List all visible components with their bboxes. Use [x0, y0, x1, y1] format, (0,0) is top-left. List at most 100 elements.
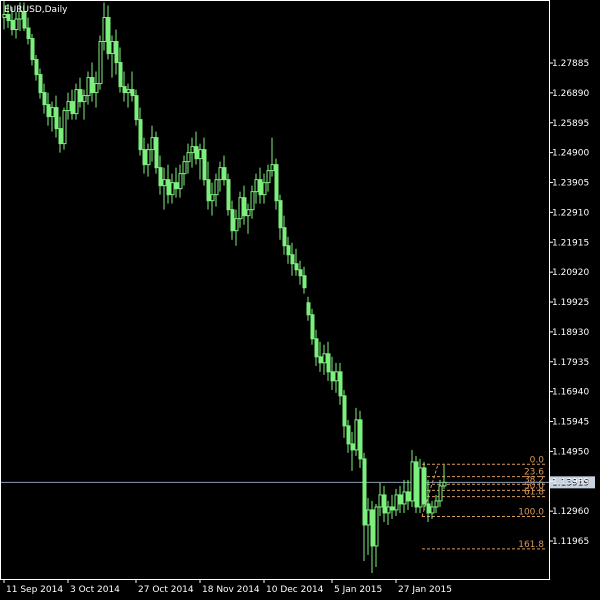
candle-body [346, 425, 351, 445]
candle [370, 500, 375, 573]
candle-body [294, 263, 299, 271]
x-tick-label: 27 Jan 2015 [398, 585, 452, 595]
candle [90, 62, 95, 102]
candle-body [38, 74, 43, 94]
fib-trend-line [421, 464, 439, 517]
candle [110, 35, 115, 78]
candle-body [394, 494, 399, 511]
candle [258, 167, 263, 204]
candle [58, 116, 63, 153]
candle-body [118, 62, 123, 88]
candle-body [54, 107, 59, 130]
candle-body [154, 137, 159, 169]
fib-level-label: 0.0 [530, 455, 545, 465]
candle-body [122, 86, 127, 94]
fib-level-label: 161.8 [518, 540, 544, 550]
candle-body [426, 503, 431, 514]
candle [378, 482, 383, 516]
candle-body [66, 101, 71, 112]
fib-level-label: 61.8 [524, 488, 544, 498]
price-label-box [550, 476, 595, 489]
candle-body [206, 179, 211, 202]
candle-body [298, 269, 303, 277]
candle [94, 71, 99, 108]
candle [114, 29, 119, 75]
y-tick-label: 1.25895 [552, 119, 589, 129]
candle [326, 341, 331, 381]
candle-body [186, 152, 191, 163]
x-tick-label: 18 Nov 2014 [202, 585, 260, 595]
candle [330, 356, 335, 390]
candle [14, 11, 19, 39]
candle [430, 500, 435, 519]
candle [382, 485, 387, 522]
candle-body [338, 371, 343, 397]
candle-body [230, 209, 235, 232]
candle-body [302, 275, 307, 289]
candle [266, 164, 271, 192]
candle-body [222, 167, 227, 181]
y-tick-label: 1.24900 [552, 149, 589, 159]
candle-body [94, 83, 99, 94]
candle-body [254, 179, 259, 193]
candle [10, 7, 15, 36]
candle-body [90, 77, 95, 94]
candle [302, 266, 307, 294]
candle [198, 143, 203, 180]
candle-body [246, 209, 251, 217]
candle-body [434, 500, 439, 508]
candle [234, 209, 239, 246]
candle [282, 215, 287, 255]
candle-body [182, 161, 187, 175]
candle [214, 173, 219, 207]
y-tick-label: 1.16940 [552, 388, 589, 398]
candle-body [130, 89, 135, 97]
candle [242, 185, 247, 225]
y-tick-label: 1.21915 [552, 238, 589, 248]
candle-body [150, 137, 155, 151]
candle-body [342, 395, 347, 427]
candle [62, 107, 67, 150]
candle-body [146, 149, 151, 166]
fib-level-label: 38.2 [524, 475, 544, 485]
candle [374, 503, 379, 567]
plot-frame [0, 0, 550, 580]
candle-body [370, 509, 375, 547]
candle-body [210, 194, 215, 202]
candle-body [190, 146, 195, 154]
candle-body [250, 191, 255, 211]
y-tick-label: 1.15945 [552, 418, 589, 428]
candle [310, 308, 315, 345]
candle-body [62, 110, 67, 145]
candle-body [378, 494, 383, 508]
y-tick-label: 1.23905 [552, 179, 589, 189]
candle [50, 101, 55, 132]
candle-body [418, 467, 423, 508]
candle [66, 92, 71, 120]
candle-body [74, 89, 79, 115]
fibonacci-retracement: 0.0 23.638.250.061.8 100.0 161.8 [421, 455, 546, 550]
x-tick-label: 11 Sep 2014 [6, 585, 63, 595]
candle [26, 17, 31, 45]
candle-body [234, 218, 239, 232]
candle-body [398, 494, 403, 505]
candle-body [278, 200, 283, 229]
y-tick-label: 1.18930 [552, 328, 589, 338]
candle-body [318, 356, 323, 364]
candle [438, 479, 443, 507]
candle [314, 329, 319, 366]
candle [250, 185, 255, 219]
candle-body [354, 419, 359, 451]
candle [398, 485, 403, 513]
candle-body [174, 182, 179, 190]
candle [178, 164, 183, 198]
candle [254, 173, 259, 204]
candle-body [366, 509, 371, 526]
candle [78, 77, 83, 108]
candle [158, 155, 163, 195]
candle-body [2, 14, 7, 19]
candle [394, 488, 399, 516]
fib-level-label: 23.6 [524, 468, 544, 478]
candle [270, 137, 275, 177]
